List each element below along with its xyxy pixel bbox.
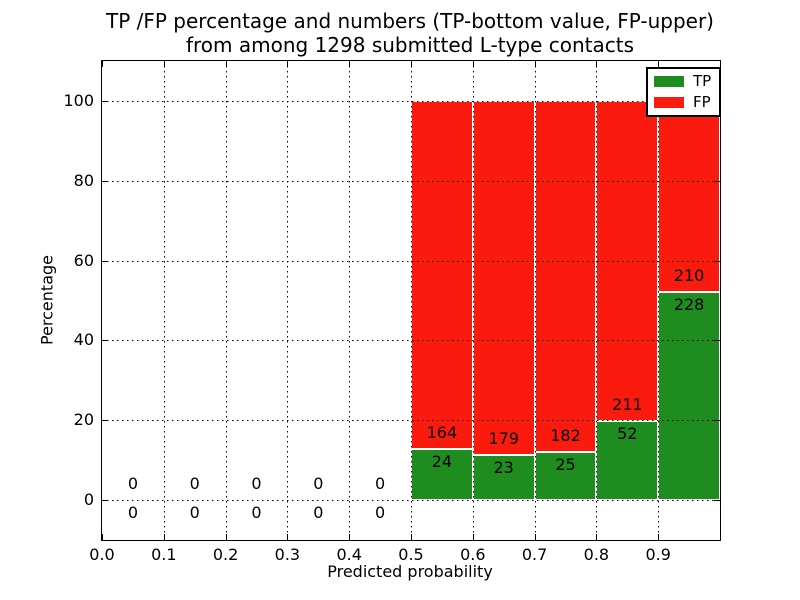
x-tick-mark xyxy=(534,534,536,540)
fp-legend-label: FP xyxy=(693,93,711,111)
x-tick-label: 0.7 xyxy=(521,545,548,564)
y-tick-label: 60 xyxy=(73,250,94,270)
bar-segment-fp xyxy=(411,100,473,450)
bar-label-tp: 228 xyxy=(673,295,705,315)
bar-label-tp: 0 xyxy=(127,503,138,523)
legend: TP FP xyxy=(646,67,722,117)
bar-label-tp: 0 xyxy=(189,503,200,523)
bar-label-tp: 23 xyxy=(493,457,514,477)
x-tick-mark xyxy=(163,61,165,67)
x-tick-mark xyxy=(225,61,227,67)
gridline-x xyxy=(658,61,660,540)
x-tick-label: 0.6 xyxy=(460,545,486,564)
bar-label-tp: 0 xyxy=(251,503,262,523)
legend-item-tp: TP xyxy=(654,74,711,89)
plot-area: 0 0 0 0 0 0 0 0 0 0 164 24 179 23 182 25 211 52 210 228 0.0 0… xyxy=(63,60,722,564)
gridline-x xyxy=(411,61,412,540)
bar-label-fp: 0 xyxy=(313,474,324,494)
x-tick-label: 0.2 xyxy=(212,545,239,564)
y-tick-label: 20 xyxy=(73,410,94,430)
x-tick-mark xyxy=(411,61,412,67)
bar-label-tp: 24 xyxy=(431,452,453,472)
gridline-x xyxy=(163,61,165,540)
bar-label-tp: 0 xyxy=(375,503,386,523)
tp-legend-swatch xyxy=(654,76,684,87)
x-tick-mark xyxy=(225,534,227,540)
x-tick-label: 0.0 xyxy=(89,545,115,564)
bar-segment-tp xyxy=(596,421,659,501)
chart-title: TP /FP percentage and numbers (TP-bottom… xyxy=(101,9,719,57)
x-tick-mark xyxy=(349,534,351,540)
x-tick-mark xyxy=(287,61,289,67)
x-axis-label: Predicted probability xyxy=(327,562,493,581)
bar-segment-tp xyxy=(472,454,535,501)
y-tick-label: 40 xyxy=(73,330,94,350)
y-tick-mark xyxy=(714,500,720,502)
x-tick-mark xyxy=(349,61,351,67)
x-tick-mark xyxy=(596,534,598,540)
x-tick-mark xyxy=(102,61,103,67)
bar-label-fp: 0 xyxy=(375,474,386,494)
x-tick-label: 0.9 xyxy=(645,545,671,564)
bar-label-fp: 210 xyxy=(673,266,705,286)
y-tick-mark xyxy=(714,340,720,342)
bar-label-tp: 0 xyxy=(313,503,324,523)
bar-label-fp: 211 xyxy=(612,395,643,415)
x-tick-mark xyxy=(534,61,536,67)
y-tick-label: 0 xyxy=(83,490,94,510)
gridline-x xyxy=(596,61,598,540)
x-tick-mark xyxy=(102,534,103,540)
x-tick-label: 0.4 xyxy=(336,545,362,564)
bar-label-fp: 0 xyxy=(189,474,200,494)
x-tick-label: 0.3 xyxy=(274,545,301,564)
x-tick-mark xyxy=(287,534,289,540)
x-tick-label: 0.5 xyxy=(398,545,424,564)
legend-item-fp: FP xyxy=(654,95,711,110)
bar-label-fp: 0 xyxy=(251,474,262,494)
x-tick-mark xyxy=(411,534,412,540)
x-tick-mark xyxy=(163,534,165,540)
x-tick-mark xyxy=(472,534,474,540)
gridline-x xyxy=(225,61,227,540)
y-tick-mark xyxy=(714,260,720,262)
bar-label-fp: 179 xyxy=(488,428,519,448)
chart-title-line1: TP /FP percentage and numbers (TP-bottom… xyxy=(106,9,714,33)
gridline-x xyxy=(472,61,474,540)
y-tick-label: 80 xyxy=(73,170,94,190)
bar-label-fp: 164 xyxy=(426,423,458,443)
bar-segment-tp xyxy=(411,449,473,501)
gridline-x xyxy=(287,61,289,540)
gridline-x xyxy=(534,61,536,540)
chart-title-line2: from among 1298 submitted L-type contact… xyxy=(185,33,635,57)
y-tick-mark xyxy=(102,420,108,422)
bar-label-fp: 0 xyxy=(127,474,138,494)
bar-segment-fp xyxy=(534,100,597,452)
x-tick-label: 0.1 xyxy=(151,545,177,564)
y-tick-mark xyxy=(102,100,108,102)
bar-segment-tp xyxy=(534,451,597,501)
x-tick-mark xyxy=(596,61,598,67)
bar-segment-fp xyxy=(658,100,720,293)
gridline-x xyxy=(349,61,351,540)
y-tick-mark xyxy=(102,180,108,182)
bar-segment-tp xyxy=(658,292,720,501)
x-tick-mark xyxy=(658,61,660,67)
x-tick-mark xyxy=(472,61,474,67)
y-tick-mark xyxy=(714,420,720,422)
y-tick-mark xyxy=(102,260,108,262)
y-tick-mark xyxy=(102,340,108,342)
y-tick-mark xyxy=(714,180,720,182)
x-tick-mark xyxy=(658,534,660,540)
x-tick-label: 0.8 xyxy=(583,545,610,564)
bar-label-tp: 52 xyxy=(617,424,638,444)
bar-segment-fp xyxy=(472,100,535,455)
y-tick-mark xyxy=(102,500,108,502)
y-tick-label: 100 xyxy=(63,90,94,110)
tp-legend-label: TP xyxy=(693,72,712,90)
fp-legend-swatch xyxy=(654,97,684,108)
bar-label-tp: 25 xyxy=(555,454,576,474)
bar-label-fp: 182 xyxy=(550,425,581,445)
